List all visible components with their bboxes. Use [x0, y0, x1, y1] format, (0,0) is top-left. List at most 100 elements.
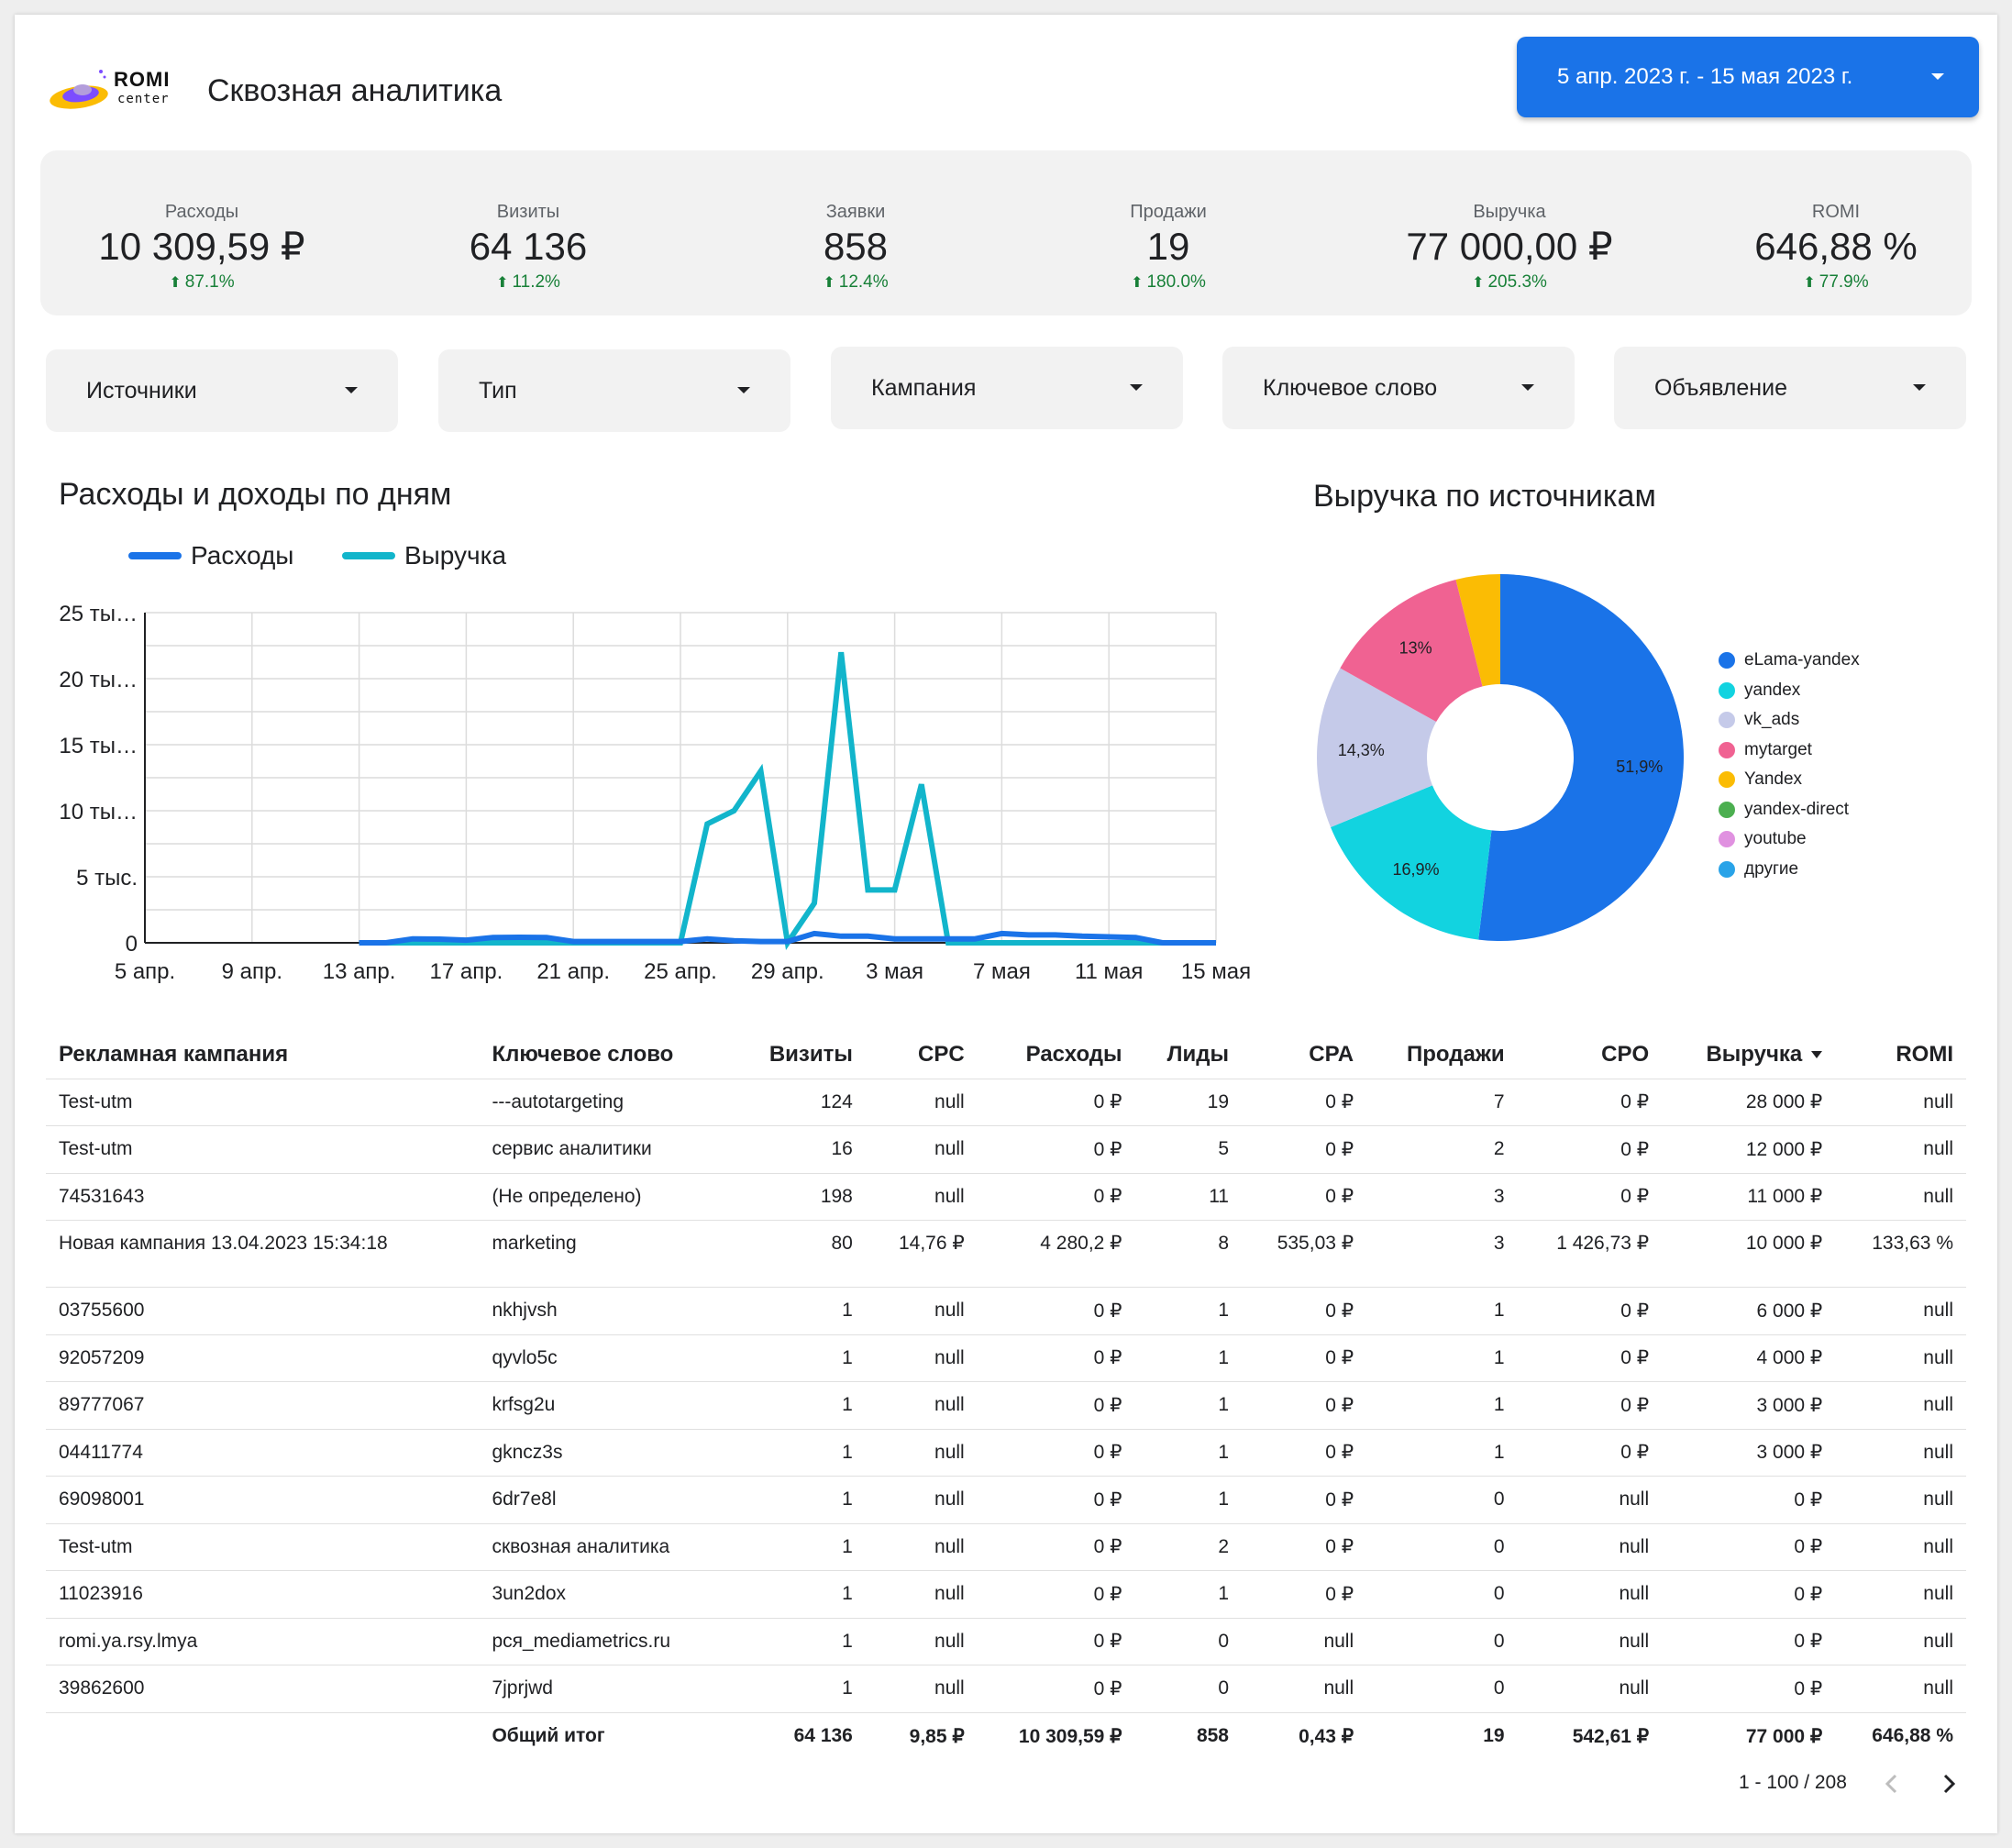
table-row[interactable]: 03755600 nkhjvsh 1 null 0 ₽1 0 ₽1 0 ₽6 000 ₽ nu… [46, 1287, 1966, 1334]
column-header[interactable]: Выручка [1662, 1031, 1835, 1079]
filter-ad[interactable]: Объявление [1614, 347, 1966, 429]
kpi-delta: ⬆ 205.3% [1472, 272, 1547, 292]
page-title: Сквозная аналитика [207, 73, 503, 108]
table-cell: 0 ₽ [1662, 1476, 1836, 1523]
filter-type[interactable]: Тип [438, 349, 790, 432]
table-row[interactable]: romi.ya.rsy.lmya рся_mediametrics.ru 1 null… [46, 1617, 1966, 1665]
column-header[interactable]: CPC [918, 1041, 965, 1067]
filter-sources[interactable]: Источники [46, 349, 398, 432]
pie-legend-item[interactable]: другие [1719, 855, 1860, 885]
table-cell: 1 [1366, 1428, 1518, 1477]
kpi-delta: ⬆ 12.4% [823, 272, 889, 292]
filter-label: Тип [479, 377, 517, 404]
column-header[interactable]: Расходы [1025, 1041, 1122, 1067]
table-row[interactable]: Новая кампания 13.04.2023 15:34:18 market… [46, 1220, 1966, 1288]
column-header[interactable]: Ключевое слово [492, 1041, 674, 1067]
table-cell: 0 ₽ [977, 1665, 1135, 1712]
table-cell: 1 [1366, 1287, 1518, 1334]
legend-item-revenue[interactable]: Выручка [342, 541, 506, 570]
pie-legend-item[interactable]: yandex [1719, 676, 1860, 706]
table-cell: 0 ₽ [1242, 1428, 1367, 1477]
pie-slice-vk_ads[interactable] [1317, 668, 1437, 827]
pie-slice-mytarget[interactable] [1340, 579, 1483, 723]
table-cell: 0 ₽ [977, 1381, 1135, 1429]
x-tick-label: 11 мая [1075, 959, 1143, 984]
filter-keyword[interactable]: Ключевое слово [1222, 347, 1575, 429]
filter-label: Кампания [871, 374, 977, 401]
table-cell: 0 [1134, 1617, 1242, 1665]
column-header[interactable]: Визиты [768, 1041, 853, 1067]
kpi-value: 19 [1146, 225, 1190, 268]
table-row[interactable]: 92057209 qyvlo5c 1 null 0 ₽1 0 ₽1 0 ₽4 000 ₽ nu… [46, 1333, 1966, 1382]
legend-dot [1719, 860, 1735, 878]
pie-legend-item[interactable]: youtube [1719, 824, 1860, 855]
table-total-row[interactable]: Общий итог 64 136 9,85 ₽10 309,59 ₽858 0,43… [46, 1711, 1966, 1760]
kpi-sales: Продажи 19 ⬆ 180.0% [1003, 202, 1333, 293]
table-row[interactable]: 39862600 7jprjwd 1 null 0 ₽0 null 0 null 0 ₽ null [46, 1665, 1966, 1712]
pie-slice-yandex[interactable] [1330, 785, 1492, 940]
logo-icon [50, 70, 108, 109]
table-cell: 0 ₽ [1517, 1125, 1663, 1173]
table-cell: null [1517, 1617, 1663, 1665]
y-tick-label: 25 ты… [59, 602, 138, 626]
pie-legend-item[interactable]: yandex-direct [1719, 795, 1860, 825]
y-tick-label: 20 ты… [59, 668, 138, 692]
table-cell: 11 000 ₽ [1662, 1172, 1836, 1221]
table-cell: 1 [1134, 1287, 1242, 1334]
table-cell: 0 ₽ [1662, 1570, 1836, 1618]
filter-campaign[interactable]: Кампания [831, 347, 1183, 429]
table-row[interactable]: Test-utm сквозная аналитика 1 null 0 ₽2 0 ₽0 n… [46, 1522, 1966, 1571]
table-cell: 28 000 ₽ [1662, 1078, 1836, 1126]
table-cell: null [1835, 1078, 1966, 1126]
kpi-delta: ⬆ 11.2% [496, 272, 560, 292]
table-row[interactable]: 69098001 6dr7e8l 1 null 0 ₽1 0 ₽0 null 0 ₽ null [46, 1476, 1966, 1523]
pie-slice-Yandex[interactable] [1455, 574, 1500, 687]
chevron-right-icon[interactable] [1935, 1768, 1962, 1799]
table-row[interactable]: 11023916 3un2dox 1 null 0 ₽1 0 ₽0 null 0 ₽ null [46, 1570, 1966, 1618]
date-range-picker[interactable]: 5 апр. 2023 г. - 15 мая 2023 г. [1517, 37, 1979, 117]
table-cell: 0 [1366, 1570, 1518, 1618]
pie-legend-item[interactable]: eLama-yandex [1719, 646, 1860, 676]
kpi-expenses: Расходы 10 309,59 ₽ ⬆ 87.1% [37, 202, 367, 293]
table-cell: 0 ₽ [1242, 1381, 1367, 1429]
pie-slice-eLama-yandex[interactable] [1478, 574, 1685, 941]
table-cell: 1 [1134, 1428, 1242, 1477]
table-row[interactable]: 89777067 krfsg2u 1 null 0 ₽1 0 ₽1 0 ₽3 000 ₽ nu… [46, 1381, 1966, 1429]
line-chart: 0 5 тыс. 10 ты… 15 ты… 20 ты… 25 ты… 5 апр. 9 … [59, 602, 1251, 984]
dropdown-caret-icon [1913, 384, 1926, 391]
table-row[interactable]: 74531643 (Не определено) 198 null 0 ₽11 0 ₽3 0… [46, 1172, 1966, 1221]
table-cell: 19 [1134, 1078, 1242, 1126]
column-header[interactable]: CPA [1309, 1041, 1354, 1067]
legend-item-expenses[interactable]: Расходы [128, 541, 293, 570]
table-cell: 1 [1134, 1333, 1242, 1382]
table-cell: 0 ₽ [977, 1125, 1135, 1173]
column-header[interactable]: Лиды [1166, 1041, 1229, 1067]
romi-center-logo: ROMI center [48, 66, 194, 121]
chevron-left-icon[interactable] [1878, 1768, 1906, 1799]
table-cell: null [1835, 1617, 1966, 1665]
pagination: 1 - 100 / 208 [1720, 1765, 1977, 1801]
table-cell: 03755600 [46, 1287, 480, 1334]
table-cell: 0 ₽ [1242, 1172, 1367, 1221]
kpi-value: 858 [823, 225, 889, 268]
table-row[interactable]: Test-utm ---autotargeting 124 null 0 ₽19 0 ₽7… [46, 1078, 1966, 1126]
column-header[interactable]: Рекламная кампания [59, 1041, 289, 1067]
table-cell: 0 ₽ [977, 1287, 1135, 1334]
column-header[interactable]: CPO [1601, 1041, 1650, 1067]
table-row[interactable]: Test-utm сервис аналитики 16 null 0 ₽5 0 ₽2 0 … [46, 1125, 1966, 1173]
pie-legend-item[interactable]: vk_ads [1719, 705, 1860, 736]
pie-chart: 51,9% 16,9% 14,3% 13% [1317, 574, 1685, 941]
y-tick-label: 5 тыс. [76, 866, 138, 891]
column-header[interactable]: Продажи [1406, 1041, 1505, 1067]
arrow-up-icon: ⬆ [1131, 275, 1144, 291]
column-header[interactable]: ROMI [1896, 1041, 1953, 1067]
table-cell: 0 ₽ [1517, 1333, 1663, 1382]
pie-legend-item[interactable]: mytarget [1719, 736, 1860, 766]
line-chart-title: Расходы и доходы по дням [59, 477, 452, 512]
kpi-leads: Заявки 858 ⬆ 12.4% [691, 202, 1021, 293]
table-cell: null [1835, 1381, 1966, 1429]
table-cell: 0 ₽ [1517, 1172, 1663, 1221]
legend-swatch [342, 552, 395, 559]
pie-legend-item[interactable]: Yandex [1719, 765, 1860, 795]
table-row[interactable]: 04411774 gkncz3s 1 null 0 ₽1 0 ₽1 0 ₽3 000 ₽ nu… [46, 1428, 1966, 1477]
